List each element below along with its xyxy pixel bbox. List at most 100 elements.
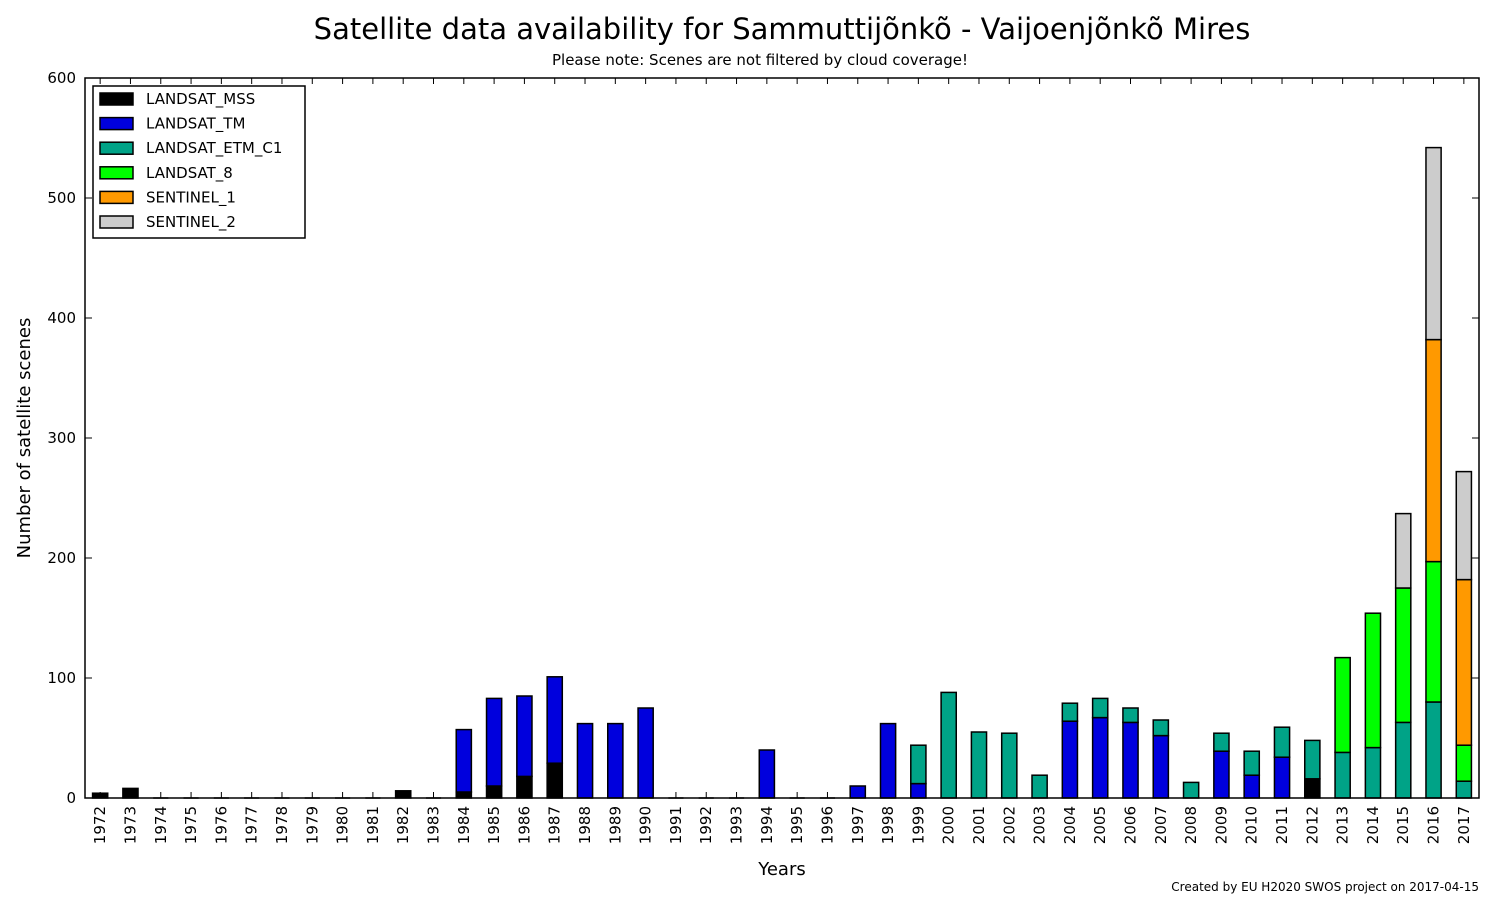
bar-segment — [1122, 721, 1139, 799]
bar-segment — [122, 787, 139, 799]
bar-segment — [1364, 612, 1382, 749]
x-tick-label: 2013 — [1334, 806, 1352, 844]
bar-segment — [1394, 721, 1412, 799]
x-tick-label: 1985 — [485, 806, 503, 844]
bar-segment — [1425, 146, 1442, 341]
x-tick-label: 1972 — [91, 806, 109, 844]
x-tick-label: 2016 — [1425, 806, 1443, 844]
x-tick-label: 1977 — [243, 806, 261, 844]
x-tick-label: 1992 — [697, 806, 715, 844]
bars — [91, 146, 1473, 799]
bar-segment — [1213, 732, 1230, 752]
bar-segment — [394, 790, 412, 799]
x-tick-label: 1990 — [637, 806, 655, 844]
x-tick-label: 1995 — [788, 806, 806, 844]
bar-segment — [1091, 697, 1109, 719]
bar-segment — [910, 782, 927, 799]
x-tick-label: 2014 — [1364, 806, 1382, 844]
x-tick-label: 1993 — [728, 806, 746, 844]
chart-title: Satellite data availability for Sammutti… — [314, 12, 1251, 46]
y-tick-label: 200 — [47, 549, 76, 567]
bar-segment — [1243, 774, 1261, 799]
x-tick-label: 2015 — [1394, 806, 1412, 844]
plot-frame — [84, 77, 1480, 799]
x-tick-label: 1987 — [546, 806, 564, 844]
legend-label: LANDSAT_TM — [146, 115, 245, 134]
y-axis-label: Number of satellite scenes — [14, 318, 35, 559]
bar-segment — [455, 728, 473, 793]
x-tick-label: 1975 — [182, 806, 200, 844]
x-tick-label: 2004 — [1061, 806, 1079, 844]
bar-segment — [1394, 587, 1412, 724]
legend-label: SENTINEL_1 — [146, 188, 236, 207]
bar-segment — [849, 785, 867, 799]
chart-subtitle: Please note: Scenes are not filtered by … — [552, 51, 968, 69]
x-tick-label: 1998 — [879, 806, 897, 844]
legend-swatch — [99, 92, 134, 106]
x-tick-label: 1999 — [909, 806, 927, 844]
bar-segment — [1152, 734, 1170, 799]
bar-segment — [1364, 746, 1382, 799]
legend-swatch — [99, 141, 134, 155]
legend-label: SENTINEL_2 — [146, 213, 236, 232]
y-tick-labels: 0 100 200 300 400 500 600 — [47, 69, 76, 807]
x-tick-label: 2001 — [970, 806, 988, 844]
bar-segment — [1455, 578, 1473, 746]
x-tick-label: 1982 — [394, 806, 412, 844]
x-tick-label: 1986 — [515, 806, 533, 844]
legend-label: LANDSAT_8 — [146, 164, 233, 183]
x-tick-label: 2011 — [1273, 806, 1291, 844]
bar-segment — [1273, 756, 1291, 799]
x-tick-label: 2012 — [1303, 806, 1321, 844]
x-tick-label: 1997 — [849, 806, 867, 844]
bar-segment — [516, 775, 533, 799]
x-tick-label: 1996 — [818, 806, 836, 844]
bar-segment — [637, 707, 654, 799]
x-tick-label: 1983 — [425, 806, 443, 844]
bar-segment — [1152, 719, 1170, 737]
bar-segment — [1213, 750, 1230, 799]
x-tick-label: 1980 — [334, 806, 352, 844]
legend: LANDSAT_MSS LANDSAT_TM LANDSAT_ETM_C1 LANDS… — [92, 85, 306, 239]
y-tick-label: 300 — [47, 429, 76, 447]
bar-segment — [546, 676, 564, 764]
bar-segment — [1455, 470, 1473, 581]
bar-segment — [1061, 720, 1079, 799]
bar-segment — [1031, 774, 1048, 799]
legend-swatch — [99, 116, 134, 131]
y-tick-label: 600 — [47, 69, 76, 87]
bar-segment — [576, 722, 594, 799]
y-tick-label: 400 — [47, 309, 76, 327]
x-tick-label: 2006 — [1122, 806, 1140, 844]
bar-segment — [1182, 781, 1200, 799]
bar-segment — [1425, 338, 1442, 563]
bar-segment — [485, 697, 503, 787]
legend-swatch — [99, 215, 134, 229]
y-tick-label: 500 — [47, 189, 76, 207]
bar-segment — [546, 762, 564, 799]
bar-segment — [940, 691, 958, 799]
bar-segment — [1122, 707, 1139, 724]
bar-segment — [1455, 780, 1473, 799]
x-tick-label: 1984 — [455, 806, 473, 844]
bar-segment — [485, 785, 503, 799]
bar-segment — [1091, 716, 1109, 799]
bar-segment — [879, 722, 897, 799]
bar-segment — [1273, 726, 1291, 758]
footer-credit: Created by EU H2020 SWOS project on 2017… — [1171, 880, 1479, 894]
bar-segment — [1243, 750, 1261, 776]
bar-segment — [1304, 739, 1321, 780]
legend-label: LANDSAT_MSS — [146, 90, 255, 109]
x-tick-label: 1991 — [667, 806, 685, 844]
x-tick-label: 1994 — [758, 806, 776, 844]
x-tick-label: 1989 — [606, 806, 624, 844]
x-tick-label: 2005 — [1091, 806, 1109, 844]
legend-swatch — [99, 166, 134, 180]
x-tick-label: 2002 — [1000, 806, 1018, 844]
y-tick-label: 0 — [66, 789, 76, 807]
x-tick-label: 2003 — [1031, 806, 1049, 844]
bar-segment — [607, 722, 624, 799]
x-tick-label: 2008 — [1182, 806, 1200, 844]
x-tick-label: 2009 — [1212, 806, 1230, 844]
x-tick-labels: 1972 1973 1974 1975 1976 1977 1978 1979 1980 1981… — [91, 806, 1473, 844]
